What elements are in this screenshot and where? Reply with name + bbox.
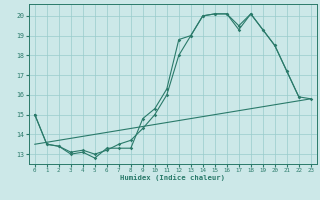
X-axis label: Humidex (Indice chaleur): Humidex (Indice chaleur): [120, 175, 225, 181]
